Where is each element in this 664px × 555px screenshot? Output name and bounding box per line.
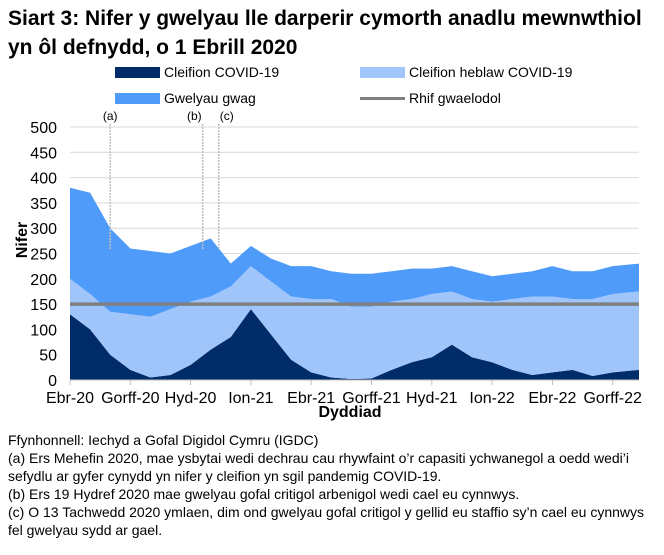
x-tick-label: Ebr-22	[528, 390, 576, 407]
footnote-c: (c) O 13 Tachwedd 2020 ymlaen, dim ond g…	[8, 504, 645, 538]
x-tick-label: Ion-22	[469, 390, 514, 407]
x-tick-label: Hyd-21	[406, 390, 458, 407]
y-tick-label: 150	[30, 297, 57, 314]
x-tick-label: Gorff-20	[101, 390, 160, 407]
y-axis-title: Nifer	[14, 222, 31, 258]
y-tick-label: 100	[30, 322, 57, 339]
legend-baseline: Rhif gwaelodol	[360, 90, 501, 106]
x-axis-title: Dyddiad	[318, 404, 381, 421]
legend-swatch	[115, 66, 160, 78]
y-tick-label: 500	[30, 120, 57, 137]
y-tick-label: 450	[30, 145, 57, 162]
legend-swatch	[360, 66, 405, 78]
chart: 0 50 100 150 200 250 300 350 400 450 500 Ebr-20 Gorf…	[14, 109, 642, 421]
x-tick-label: Gorff-21	[342, 390, 401, 407]
legend-non-covid: Cleifion heblaw COVID-19	[360, 64, 572, 80]
legend-label: Gwelyau gwag	[164, 90, 256, 106]
legend-label: Cleifion COVID-19	[164, 64, 280, 80]
area-series-1	[70, 309, 639, 380]
annotation-label: (a)	[103, 109, 118, 123]
legend-label: Cleifion heblaw COVID-19	[409, 64, 573, 80]
legend-label: Rhif gwaelodol	[409, 90, 501, 106]
y-tick-label: 200	[30, 272, 57, 289]
legend-swatch	[115, 92, 160, 104]
y-tick-label: 250	[30, 247, 57, 264]
footnote-a: (a) Ers Mehefin 2020, mae ysbytai wedi d…	[8, 450, 629, 484]
legend-swatch	[360, 96, 405, 100]
legend-empty: Gwelyau gwag	[115, 90, 256, 106]
y-tick-label: 400	[30, 171, 57, 188]
chart-title: Siart 3: Nifer y gwelyau lle darperir cy…	[8, 7, 642, 59]
area-series-2	[70, 266, 639, 379]
x-tick-label: Ebr-20	[46, 390, 94, 407]
annotation-label: (c)	[220, 109, 234, 123]
x-tick-label: Ebr-21	[287, 390, 335, 407]
x-tick-label: Ion-21	[228, 390, 273, 407]
x-tick-label: Hyd-20	[165, 390, 217, 407]
legend-covid: Cleifion COVID-19	[115, 64, 279, 80]
y-tick-label: 50	[39, 348, 57, 365]
y-tick-label: 350	[30, 196, 57, 213]
area-series-3	[70, 187, 639, 317]
y-tick-label: 0	[48, 373, 57, 390]
y-tick-label: 300	[30, 221, 57, 238]
footnote-source: Ffynhonnell: Iechyd a Gofal Digidol Cymr…	[8, 432, 319, 448]
x-tick-label: Gorff-22	[583, 390, 642, 407]
footnote-b: (b) Ers 19 Hydref 2020 mae gwelyau gofal…	[8, 486, 520, 502]
annotation-label: (b)	[187, 109, 202, 123]
